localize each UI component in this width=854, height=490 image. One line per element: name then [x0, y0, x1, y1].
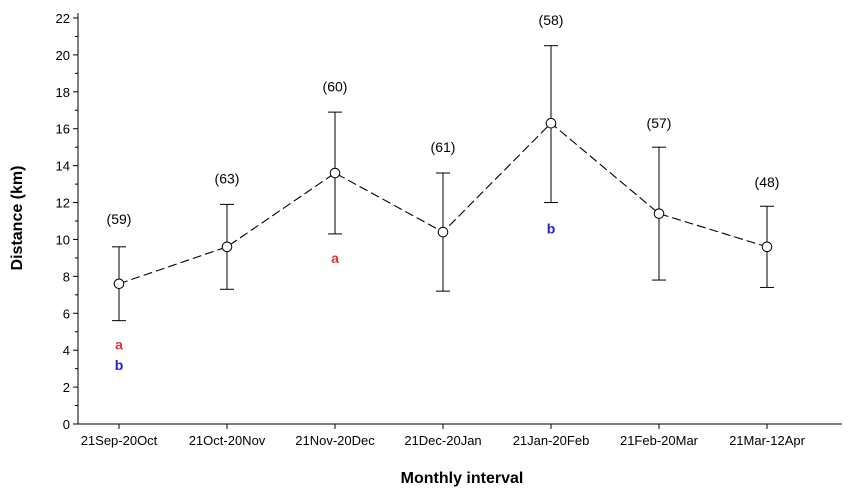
significance-letter: a — [331, 250, 339, 266]
x-tick-label: 21Mar-12Apr — [729, 433, 806, 448]
y-tick-label: 16 — [56, 122, 70, 137]
y-axis-title: Distance (km) — [9, 166, 26, 271]
y-tick-label: 0 — [63, 417, 70, 432]
y-tick-label: 14 — [56, 159, 70, 174]
x-axis-title: Monthly interval — [401, 470, 524, 487]
y-tick-label: 2 — [63, 380, 70, 395]
y-tick-label: 10 — [56, 232, 70, 247]
sample-size-label: (61) — [431, 139, 456, 155]
sample-size-label: (58) — [539, 12, 564, 28]
sample-size-labels: (59) (63) (60) (61) (58) (57) (48) — [107, 12, 780, 227]
sample-size-label: (60) — [323, 78, 348, 94]
y-axis-ticks: 0 2 4 6 8 10 12 14 16 18 20 22 — [56, 11, 78, 432]
x-tick-label: 21Jan-20Feb — [513, 433, 590, 448]
y-tick-label: 22 — [56, 11, 70, 26]
x-tick-label: 21Feb-20Mar — [620, 433, 699, 448]
data-point — [545, 117, 557, 129]
sample-size-label: (48) — [755, 174, 780, 190]
significance-letter: a — [115, 337, 123, 353]
data-points — [113, 117, 773, 290]
data-point — [221, 241, 233, 253]
plot-area: 0 2 4 6 8 10 12 14 16 18 20 22 21Sep-20Oct 21Oct-20N… — [56, 11, 842, 448]
error-bars — [112, 45, 774, 322]
x-tick-label: 21Sep-20Oct — [81, 433, 158, 448]
data-point — [761, 241, 773, 253]
y-tick-label: 18 — [56, 85, 70, 100]
data-point — [329, 167, 341, 179]
y-tick-label: 8 — [63, 269, 70, 284]
data-point — [113, 278, 125, 290]
x-tick-label: 21Oct-20Nov — [189, 433, 266, 448]
significance-letter: b — [115, 357, 124, 373]
y-tick-label: 6 — [63, 306, 70, 321]
significance-letter: b — [547, 220, 556, 236]
x-tick-label: 21Nov-20Dec — [295, 433, 375, 448]
y-tick-label: 12 — [56, 196, 70, 211]
x-tick-label: 21Dec-20Jan — [404, 433, 481, 448]
x-axis-ticks: 21Sep-20Oct 21Oct-20Nov 21Nov-20Dec 21Dec-2… — [81, 424, 806, 448]
y-tick-label: 4 — [63, 343, 70, 358]
sample-size-label: (59) — [107, 211, 132, 227]
sample-size-label: (57) — [647, 115, 672, 131]
data-point — [437, 226, 449, 238]
y-tick-label: 20 — [56, 48, 70, 63]
sample-size-label: (63) — [215, 171, 240, 187]
data-point — [653, 208, 665, 219]
